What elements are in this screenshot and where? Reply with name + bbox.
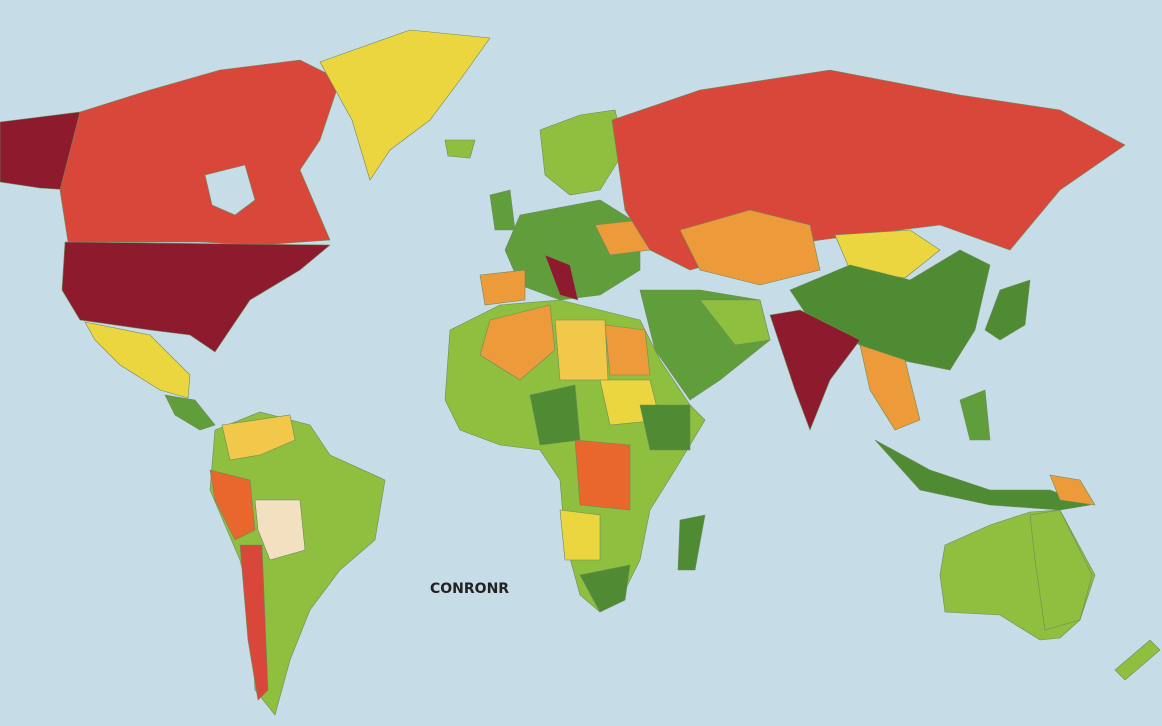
- ethiopia: [639, 404, 691, 451]
- libya: [554, 319, 609, 381]
- africa-base: [444, 299, 706, 613]
- central-america: [164, 394, 216, 431]
- south-africa: [579, 564, 631, 613]
- indochina: [859, 344, 921, 431]
- usa: [61, 241, 331, 353]
- madagascar: [677, 514, 706, 571]
- iceland: [444, 139, 476, 159]
- iran: [699, 299, 771, 346]
- iberia: [479, 269, 526, 306]
- philippines: [959, 389, 991, 441]
- north-america: [0, 29, 491, 431]
- alaska: [0, 111, 81, 191]
- kazakhstan: [679, 209, 821, 286]
- south-america: [209, 411, 386, 716]
- nigeria-region: [529, 384, 581, 446]
- africa: [444, 299, 706, 613]
- uk: [489, 189, 516, 231]
- congo: [574, 439, 631, 511]
- italy: [544, 254, 579, 301]
- europe: [444, 109, 651, 306]
- oceania: [939, 474, 1161, 681]
- scandinavia: [539, 109, 626, 196]
- egypt: [604, 324, 651, 376]
- new-zealand: [1114, 639, 1161, 681]
- japan: [984, 279, 1031, 341]
- algeria: [479, 304, 556, 381]
- india: [769, 309, 861, 431]
- venezuela-colombia: [221, 414, 296, 461]
- mongolia: [834, 229, 941, 279]
- new-guinea: [1049, 474, 1096, 506]
- bolivia: [254, 499, 306, 561]
- greenland: [319, 29, 491, 181]
- peru: [209, 469, 256, 541]
- indonesia: [874, 439, 1092, 511]
- mexico: [84, 321, 191, 399]
- australia-east: [1029, 509, 1093, 631]
- hudson-bay: [204, 164, 256, 216]
- map-label: CONRONR: [430, 581, 509, 597]
- asia: [611, 69, 1126, 511]
- angola: [559, 509, 601, 561]
- chile: [239, 544, 269, 701]
